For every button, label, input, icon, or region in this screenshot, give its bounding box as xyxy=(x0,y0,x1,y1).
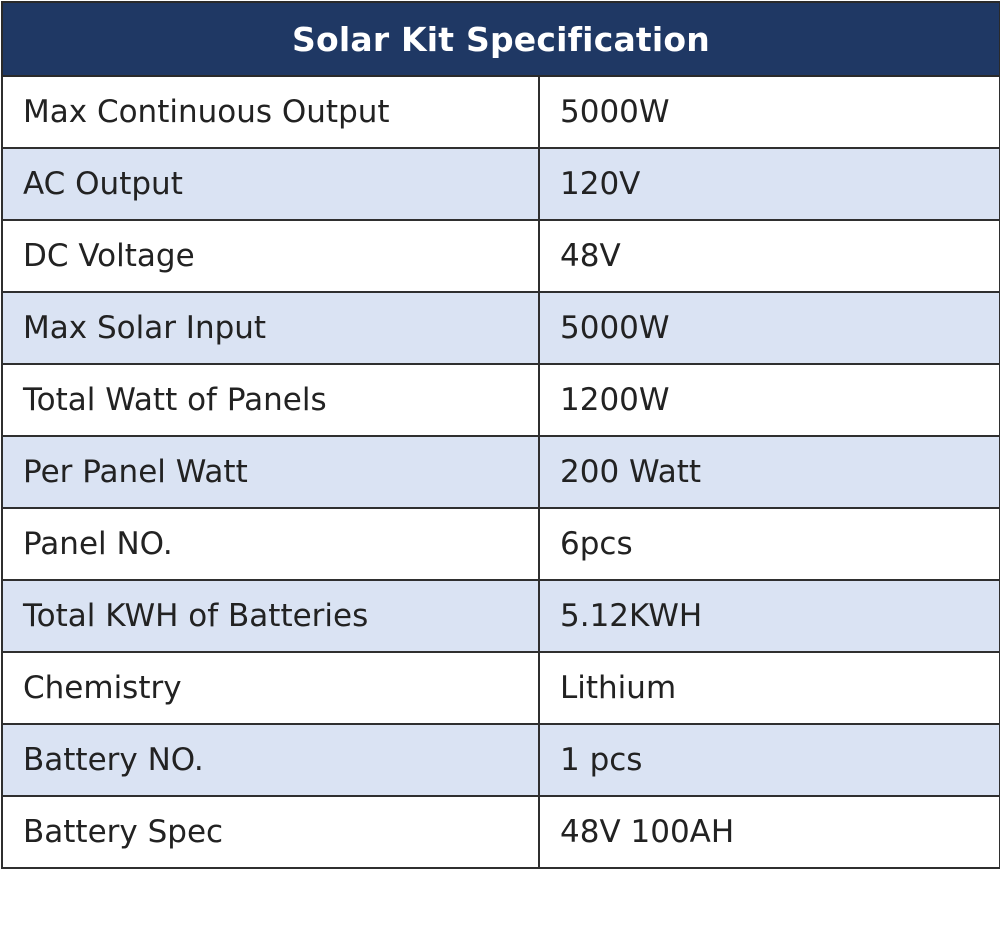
table-title: Solar Kit Specification xyxy=(0,1,1000,77)
table-header-row: Solar Kit Specification xyxy=(0,1,1000,77)
table-row: Battery Spec 48V 100AH xyxy=(1,795,1000,869)
table-row: Chemistry Lithium xyxy=(1,651,1000,725)
spec-label: Per Panel Watt xyxy=(1,435,540,509)
spec-label: Panel NO. xyxy=(1,507,540,581)
table-row: Max Continuous Output 5000W xyxy=(1,75,1000,149)
spec-label: Chemistry xyxy=(1,651,540,725)
spec-table: Solar Kit Specification Max Continuous O… xyxy=(0,1,1000,869)
spec-label: DC Voltage xyxy=(1,219,540,293)
spec-value: 5000W xyxy=(537,291,1000,365)
table-row: DC Voltage 48V xyxy=(1,219,1000,293)
spec-value: 120V xyxy=(537,147,1000,221)
table-row: Per Panel Watt 200 Watt xyxy=(1,435,1000,509)
table-row: Panel NO. 6pcs xyxy=(1,507,1000,581)
spec-label: Max Solar Input xyxy=(1,291,540,365)
spec-label: Total KWH of Batteries xyxy=(1,579,540,653)
spec-value: 5000W xyxy=(537,75,1000,149)
spec-value: 48V 100AH xyxy=(537,795,1000,869)
spec-value: 48V xyxy=(537,219,1000,293)
spec-label: Total Watt of Panels xyxy=(1,363,540,437)
spec-value: 200 Watt xyxy=(537,435,1000,509)
table-row: AC Output 120V xyxy=(1,147,1000,221)
spec-label: Max Continuous Output xyxy=(1,75,540,149)
table-row: Total KWH of Batteries 5.12KWH xyxy=(1,579,1000,653)
table-row: Total Watt of Panels 1200W xyxy=(1,363,1000,437)
spec-value: 6pcs xyxy=(537,507,1000,581)
spec-label: Battery Spec xyxy=(1,795,540,869)
table-row: Max Solar Input 5000W xyxy=(1,291,1000,365)
spec-value: 1200W xyxy=(537,363,1000,437)
spec-value: 5.12KWH xyxy=(537,579,1000,653)
spec-value: 1 pcs xyxy=(537,723,1000,797)
spec-label: AC Output xyxy=(1,147,540,221)
table-row: Battery NO. 1 pcs xyxy=(1,723,1000,797)
spec-label: Battery NO. xyxy=(1,723,540,797)
spec-value: Lithium xyxy=(537,651,1000,725)
